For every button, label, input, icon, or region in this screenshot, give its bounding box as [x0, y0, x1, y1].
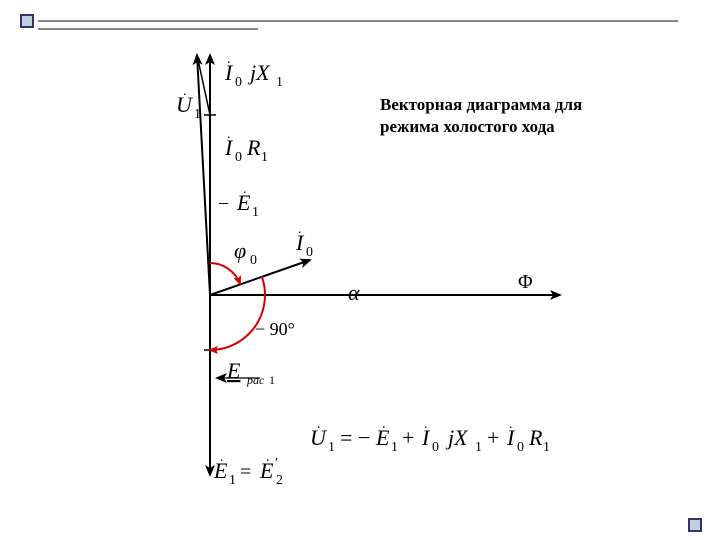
svg-text:′: ′ [275, 456, 278, 471]
vector-diagram: Φ U . 1 I . 0 jX 1 I . 0 R 1 − E . 1 φ 0… [0, 0, 720, 540]
label-flux: Φ [518, 271, 533, 293]
equation-U1: U . 1 = − E . 1 + I . 0 jX 1 + I . 0 R 1 [310, 417, 550, 455]
svg-text:1: 1 [391, 440, 398, 455]
svg-text:.: . [382, 417, 386, 432]
svg-text:2: 2 [276, 473, 283, 488]
svg-text:1: 1 [543, 440, 550, 455]
svg-text:1: 1 [475, 440, 482, 455]
svg-text:R: R [528, 425, 543, 450]
svg-text:.: . [220, 450, 224, 465]
svg-text:1: 1 [261, 150, 268, 165]
svg-text:1: 1 [229, 473, 236, 488]
svg-text:+: + [487, 425, 499, 450]
svg-text:1: 1 [194, 107, 201, 122]
svg-text:.: . [317, 417, 321, 432]
arc-alpha [262, 276, 265, 295]
svg-text:−: − [358, 425, 370, 450]
svg-text:=: = [240, 461, 251, 483]
svg-text:=: = [340, 425, 352, 450]
svg-text:+: + [402, 425, 414, 450]
svg-text:.: . [227, 52, 231, 67]
label-Eras: E [226, 358, 241, 383]
arc-phi0 [210, 263, 240, 284]
svg-text:рас: рас [246, 373, 265, 387]
label-phi0: φ [234, 238, 246, 263]
svg-text:0: 0 [432, 440, 439, 455]
svg-text:.: . [509, 417, 513, 432]
svg-text:0: 0 [235, 75, 242, 90]
label-alpha: α [348, 280, 360, 305]
vector-U1 [197, 55, 210, 295]
svg-text:jX: jX [445, 425, 469, 450]
vector-I0 [210, 260, 310, 295]
svg-text:.: . [266, 450, 270, 465]
svg-text:1: 1 [328, 440, 335, 455]
svg-text:1: 1 [269, 373, 275, 387]
svg-text:.: . [243, 182, 247, 197]
svg-text:jX: jX [247, 60, 271, 85]
svg-text:.: . [298, 222, 302, 237]
svg-text:1: 1 [276, 75, 283, 90]
svg-text:0: 0 [306, 245, 313, 260]
svg-text:.: . [424, 417, 428, 432]
svg-text:R: R [246, 135, 261, 160]
svg-text:0: 0 [235, 150, 242, 165]
svg-text:0: 0 [517, 440, 524, 455]
svg-text:.: . [227, 127, 231, 142]
label-minus90: − 90° [255, 319, 295, 339]
svg-text:1: 1 [252, 205, 259, 220]
svg-text:.: . [183, 84, 187, 99]
svg-text:0: 0 [250, 253, 257, 268]
label-negE1: − [218, 193, 229, 215]
